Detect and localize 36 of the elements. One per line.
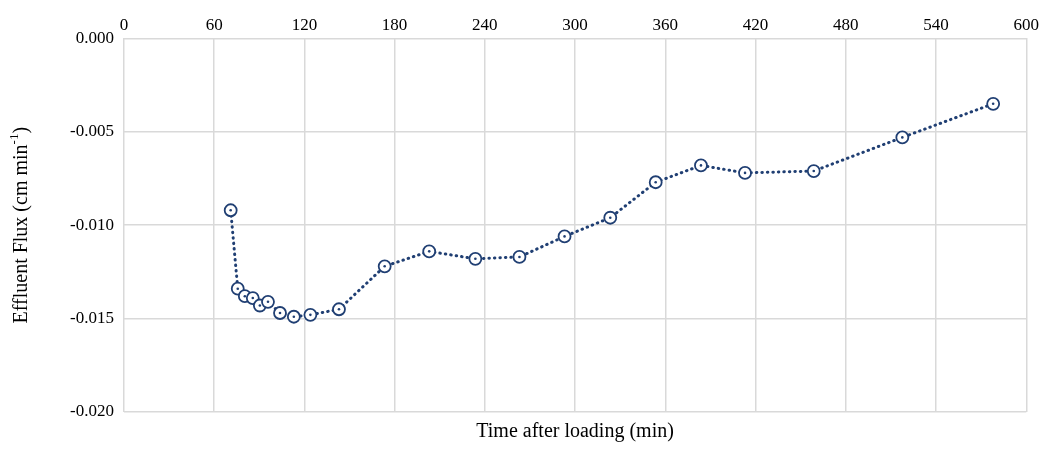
- x-tick-label: 360: [652, 14, 679, 34]
- x-tick-label: 420: [742, 14, 769, 34]
- y-tick-label: 0.000: [75, 27, 114, 47]
- x-tick-label: 60: [205, 14, 223, 34]
- point: [895, 130, 910, 145]
- point: [738, 166, 752, 180]
- x-tick-label: 240: [472, 14, 498, 34]
- point: [468, 251, 483, 266]
- x-tick-label: 180: [381, 14, 408, 34]
- y-tick-label: -0.005: [69, 121, 114, 141]
- point: [332, 302, 346, 317]
- y-axis-title: Effluent Flux (cm min-1): [6, 126, 33, 324]
- x-tick-label: 120: [291, 14, 318, 34]
- x-tick-label: 300: [562, 14, 588, 34]
- point: [694, 158, 708, 173]
- y-tick-label: -0.015: [69, 308, 114, 328]
- y-tick-label: -0.010: [69, 214, 114, 234]
- x-tick-label: 0: [119, 14, 129, 34]
- point: [557, 229, 572, 244]
- x-tick-label: 600: [1013, 14, 1039, 34]
- point: [422, 244, 437, 259]
- point: [223, 203, 238, 218]
- point: [806, 164, 821, 178]
- x-tick-label: 480: [833, 14, 859, 34]
- point: [512, 250, 527, 264]
- point: [261, 294, 275, 309]
- point: [303, 307, 318, 322]
- x-tick-label: 540: [923, 14, 949, 34]
- point: [273, 306, 287, 320]
- point: [986, 96, 1001, 111]
- point: [648, 175, 663, 190]
- point: [603, 210, 618, 225]
- y-tick-label: -0.020: [69, 401, 114, 421]
- point: [377, 259, 392, 274]
- point: [286, 309, 301, 324]
- x-axis-title: Time after loading (min): [476, 419, 674, 443]
